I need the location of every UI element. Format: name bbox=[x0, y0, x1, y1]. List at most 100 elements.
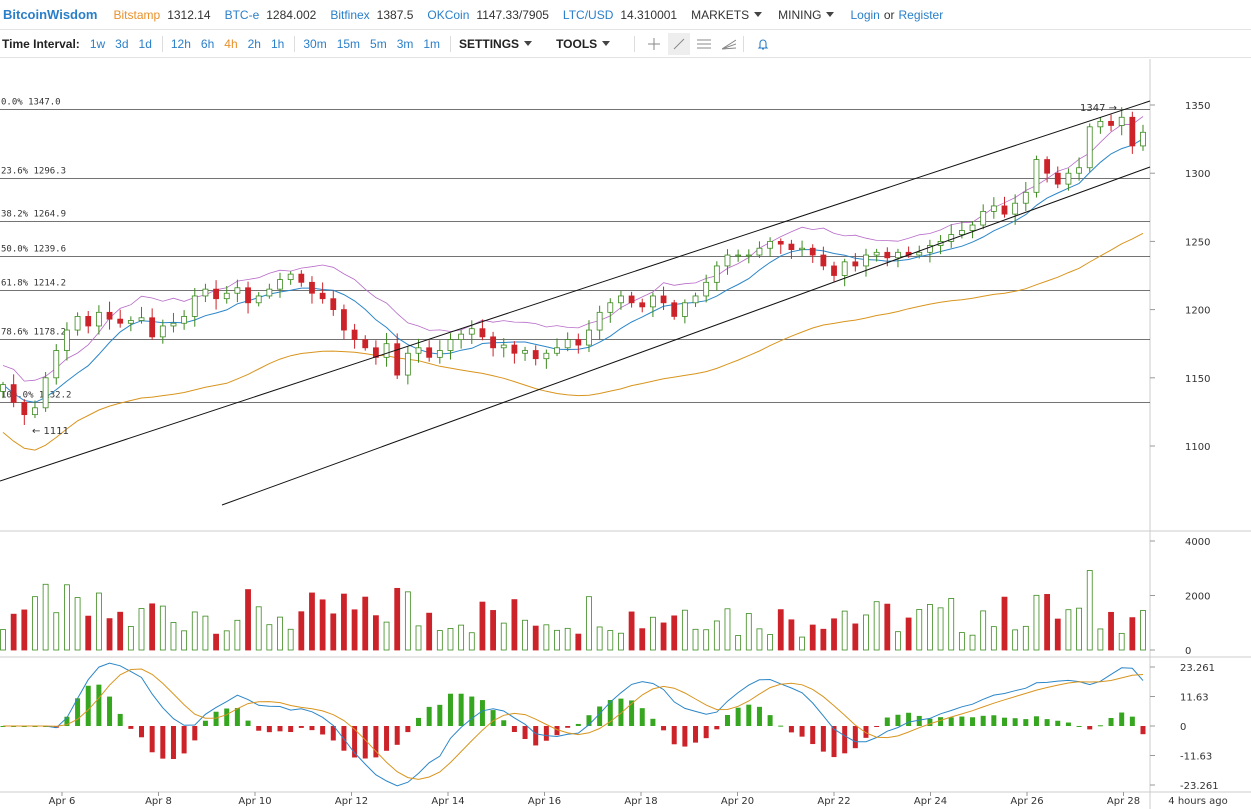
volume-bar bbox=[639, 628, 646, 651]
candle-up bbox=[138, 317, 145, 321]
volume-bar bbox=[895, 631, 901, 651]
candle-up bbox=[404, 352, 411, 376]
volume-bar bbox=[415, 625, 422, 651]
candle-up bbox=[799, 247, 805, 250]
macd-histogram-bar bbox=[469, 696, 475, 726]
bell-icon[interactable] bbox=[752, 33, 774, 55]
macd-histogram-bar bbox=[234, 707, 240, 726]
volume-bar bbox=[309, 592, 315, 651]
macd-histogram-bar bbox=[842, 726, 848, 754]
volume-bar bbox=[532, 625, 539, 651]
mining-label: MINING bbox=[778, 7, 822, 22]
candle-up bbox=[543, 352, 550, 360]
price-chart[interactable]: 0.0% 1347.0 23.6% 1296.3 38.2% 1264.9 50.0%… bbox=[0, 59, 1251, 809]
macd-histogram-bar bbox=[362, 726, 368, 759]
mining-menu[interactable]: MINING bbox=[778, 7, 835, 22]
interval-6h[interactable]: 6h bbox=[200, 36, 215, 51]
ticker-ltc-usd[interactable]: LTC/USD 14.310001 bbox=[563, 8, 677, 22]
volume-bar bbox=[660, 622, 667, 651]
volume-bar bbox=[287, 628, 294, 651]
interval-1d[interactable]: 1d bbox=[138, 36, 152, 51]
macd-histogram-bar bbox=[1129, 716, 1135, 726]
line-draw-icon[interactable] bbox=[668, 32, 691, 55]
macd-histogram-bar bbox=[170, 726, 176, 760]
settings-dropdown[interactable]: SETTINGS bbox=[459, 37, 533, 51]
volume-bar bbox=[64, 584, 70, 651]
ticker-name: OKCoin bbox=[427, 7, 470, 22]
macd-histogram-bar bbox=[85, 685, 91, 726]
candle-up bbox=[436, 350, 443, 358]
interval-15m[interactable]: 15m bbox=[336, 36, 361, 51]
fibonacci-levels: 0.0% 1347.0 23.6% 1296.3 38.2% 1264.9 50.0%… bbox=[0, 98, 1150, 403]
ticker-bitstamp[interactable]: Bitstamp 1312.14 bbox=[114, 8, 211, 22]
interval-1w[interactable]: 1w bbox=[89, 36, 106, 51]
ticker-price: 1284.002 bbox=[266, 7, 317, 22]
macd-histogram-bar bbox=[384, 726, 390, 751]
candle-up bbox=[927, 245, 933, 253]
candle-down bbox=[575, 339, 582, 346]
candle-up bbox=[916, 251, 923, 256]
macd-histogram-bar bbox=[788, 726, 794, 733]
candle-down bbox=[1054, 172, 1061, 185]
macd-histogram-bar bbox=[746, 704, 752, 726]
volume-bar bbox=[1012, 629, 1019, 651]
candle-up bbox=[287, 273, 294, 280]
macd-histogram-bar bbox=[554, 726, 560, 736]
exchange-tickers: Bitstamp 1312.14 BTC-e 1284.002 Bitfinex 1387… bbox=[114, 8, 692, 22]
candle-down bbox=[394, 343, 401, 376]
volume-bar bbox=[266, 624, 273, 651]
brand-logo[interactable]: BitcoinWisdom bbox=[3, 7, 98, 22]
volume-bar bbox=[1076, 607, 1082, 651]
interval-list: 1w 3d 1d 12h 6h 4h 2h 1h 30m 15m 5m 3m 1m bbox=[89, 35, 450, 52]
candle-up bbox=[1012, 202, 1019, 215]
interval-30m[interactable]: 30m bbox=[303, 36, 327, 51]
candle-down bbox=[426, 347, 433, 358]
ticker-name: Bitstamp bbox=[113, 7, 161, 22]
candle-up bbox=[42, 377, 49, 409]
macd-histogram-bar bbox=[117, 713, 123, 726]
divider bbox=[634, 35, 636, 52]
or-text: or bbox=[883, 7, 895, 22]
candle-up bbox=[1033, 159, 1040, 193]
ticker-btc-e[interactable]: BTC-e 1284.002 bbox=[225, 8, 317, 22]
volume-bar bbox=[362, 596, 369, 651]
ticker-okcoin[interactable]: OKCoin 1147.33/7905 bbox=[427, 8, 549, 22]
volume-bar bbox=[159, 605, 166, 651]
tools-dropdown[interactable]: TOOLS bbox=[556, 37, 611, 51]
candle-down bbox=[532, 350, 539, 360]
macd-histogram-bar bbox=[1087, 726, 1093, 730]
interval-5m[interactable]: 5m bbox=[370, 36, 387, 51]
candle-up bbox=[223, 292, 230, 300]
interval-12h[interactable]: 12h bbox=[170, 36, 191, 51]
register-link[interactable]: Register bbox=[898, 7, 944, 22]
interval-2h[interactable]: 2h bbox=[247, 36, 261, 51]
volume-bar bbox=[628, 611, 635, 651]
macd-histogram-bar bbox=[671, 726, 677, 745]
volume-bar bbox=[927, 604, 933, 651]
macd-tick-label: 23.261 bbox=[1180, 663, 1215, 674]
candle-up bbox=[745, 254, 752, 257]
horizontal-lines-icon[interactable] bbox=[693, 33, 715, 55]
volume-bar bbox=[820, 628, 827, 651]
interval-4h[interactable]: 4h bbox=[224, 36, 238, 51]
macd-histogram-bar bbox=[490, 710, 496, 726]
macd-histogram-bar bbox=[661, 726, 667, 731]
macd-histogram-bar bbox=[607, 700, 613, 726]
candle-up bbox=[234, 287, 241, 294]
interval-3m[interactable]: 3m bbox=[396, 36, 414, 51]
interval-3d[interactable]: 3d bbox=[115, 36, 129, 51]
interval-1m[interactable]: 1m bbox=[423, 36, 441, 51]
volume-bar bbox=[117, 611, 124, 651]
volume-bar bbox=[21, 609, 28, 651]
candle-up bbox=[1076, 167, 1082, 174]
macd-histogram-bar bbox=[416, 717, 422, 726]
interval-1h[interactable]: 1h bbox=[270, 36, 285, 51]
candle-down bbox=[245, 287, 251, 304]
candle-up bbox=[703, 281, 710, 297]
crosshair-icon[interactable] bbox=[643, 33, 665, 55]
ticker-bitfinex[interactable]: Bitfinex 1387.5 bbox=[330, 8, 413, 22]
fan-icon[interactable] bbox=[718, 33, 740, 55]
volume-bar bbox=[586, 596, 592, 651]
markets-menu[interactable]: MARKETS bbox=[691, 8, 763, 22]
login-link[interactable]: Login bbox=[850, 7, 880, 22]
